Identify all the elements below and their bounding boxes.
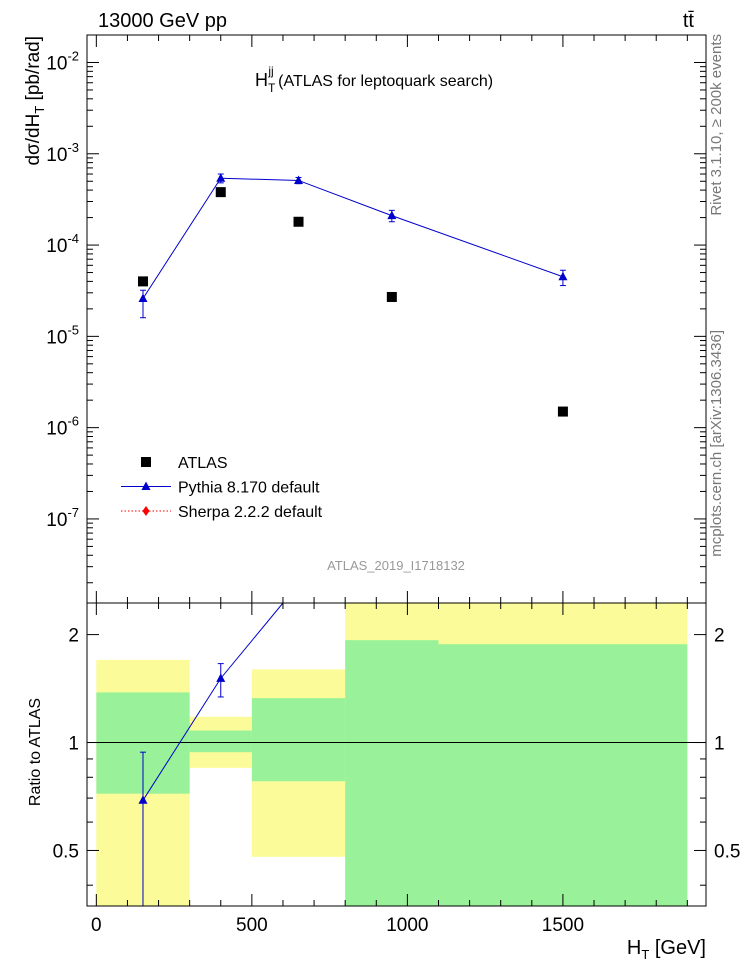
legend-atlas-marker bbox=[141, 457, 151, 467]
main-y-label-sub: T bbox=[32, 106, 47, 114]
x-axis-label-rest: [GeV] bbox=[649, 937, 706, 959]
ratio-y-label: Ratio to ATLAS bbox=[27, 698, 44, 806]
main-y-label: dσ/dHT [pb/rad] bbox=[23, 36, 47, 166]
pythia-marker bbox=[216, 173, 226, 182]
main-y-tick-label-base: 10 bbox=[46, 327, 67, 348]
pythia-marker bbox=[558, 271, 568, 281]
x-tick-label: 0 bbox=[91, 915, 102, 936]
legend-sherpa-marker bbox=[142, 506, 150, 516]
main-y-tick-label-exp: -7 bbox=[67, 505, 79, 520]
header-left: 13000 GeV pp bbox=[98, 10, 227, 32]
x-tick-label: 1500 bbox=[542, 915, 584, 936]
band-green-2 bbox=[251, 698, 346, 782]
legend-label: Sherpa 2.2.2 default bbox=[178, 504, 323, 521]
rivet-label: Rivet 3.1.10, ≥ 200k events bbox=[708, 34, 725, 216]
main-y-tick-label-exp: -5 bbox=[67, 322, 79, 337]
main-y-tick-label: 10-4 bbox=[46, 231, 79, 257]
main-y-tick-label-base: 10 bbox=[46, 145, 67, 166]
x-tick-label: 500 bbox=[236, 915, 268, 936]
pythia-marker bbox=[387, 210, 397, 220]
ratio-y-tick-label-left: 1 bbox=[68, 734, 79, 755]
main-y-tick-label-base: 10 bbox=[46, 53, 67, 74]
main-title-sup: jj bbox=[267, 64, 273, 78]
ratio-y-tick-label-left: 2 bbox=[68, 626, 79, 647]
main-title-main: H bbox=[255, 70, 268, 90]
ratio-y-tick-label-right: 0.5 bbox=[714, 841, 740, 862]
atlas-data-point bbox=[215, 187, 226, 198]
legend-pythia-marker bbox=[141, 481, 151, 490]
ratio-y-tick-label-right: 1 bbox=[714, 734, 725, 755]
main-y-label-main: dσ/dH bbox=[23, 114, 44, 166]
x-tick-label: 1000 bbox=[386, 915, 428, 936]
watermark: ATLAS_2019_I1718132 bbox=[327, 558, 465, 573]
ratio-frame bbox=[86, 602, 707, 907]
ratio-pythia-marker bbox=[216, 673, 226, 682]
ratio-pythia-marker bbox=[138, 795, 148, 804]
ratio-y-tick-label-left: 0.5 bbox=[53, 841, 79, 862]
main-y-tick-label-exp: -6 bbox=[67, 414, 79, 429]
main-title-rest: (ATLAS for leptoquark search) bbox=[274, 73, 493, 90]
ratio-y-tick-label-right: 2 bbox=[714, 626, 725, 647]
x-axis-label: HT [GeV] bbox=[627, 937, 706, 962]
x-axis-label-sub: T bbox=[641, 947, 649, 962]
main-y-label-rest: [pb/rad] bbox=[23, 36, 44, 106]
main-y-tick-label: 10-2 bbox=[46, 48, 79, 74]
main-title-sub: T bbox=[268, 81, 276, 95]
header-right: tt̄ bbox=[683, 10, 695, 32]
main-y-tick-label-exp: -4 bbox=[67, 231, 79, 246]
atlas-data-point bbox=[557, 406, 568, 417]
atlas-data-point bbox=[137, 276, 148, 287]
band-green-3 bbox=[345, 640, 439, 906]
main-y-tick-label-base: 10 bbox=[46, 236, 67, 257]
band-green-4 bbox=[438, 644, 688, 906]
main-y-tick-label: 10-6 bbox=[46, 414, 79, 440]
main-y-tick-label-exp: -3 bbox=[67, 140, 79, 155]
band-green-1 bbox=[189, 730, 252, 753]
atlas-data-point bbox=[386, 291, 397, 302]
pythia-marker bbox=[294, 175, 304, 184]
main-y-tick-label: 10-7 bbox=[46, 505, 79, 531]
legend-label: ATLAS bbox=[178, 455, 228, 472]
main-title: HTjj (ATLAS for leptoquark search) bbox=[255, 64, 493, 95]
main-y-tick-label: 10-3 bbox=[46, 140, 79, 166]
legend-label: Pythia 8.170 default bbox=[178, 480, 320, 497]
x-axis-label-main: H bbox=[627, 937, 641, 959]
main-y-tick-label: 10-5 bbox=[46, 322, 79, 348]
pythia-line bbox=[142, 177, 564, 299]
main-y-tick-label-base: 10 bbox=[46, 419, 67, 440]
atlas-data-point bbox=[293, 216, 304, 227]
main-y-tick-label-exp: -2 bbox=[67, 48, 79, 63]
main-y-tick-label-base: 10 bbox=[46, 510, 67, 531]
mcplots-label: mcplots.cern.ch [arXiv:1306.3436] bbox=[708, 330, 725, 557]
pythia-marker bbox=[138, 293, 148, 302]
